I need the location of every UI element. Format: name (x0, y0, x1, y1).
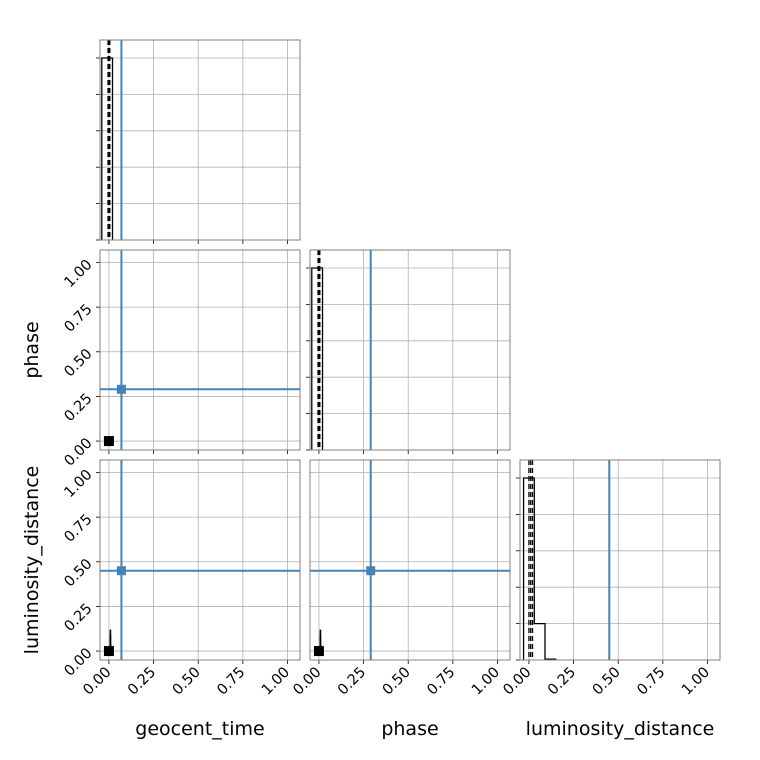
y-axis-label-luminosity_distance: luminosity_distance (21, 466, 43, 655)
y-tick-label: 0.75 (62, 301, 96, 335)
x-tick-label: 0.50 (590, 664, 624, 698)
sample-density-marker (103, 436, 114, 447)
panel-frame (99, 39, 301, 241)
panel-luminosity_distance-vs-phase: 0.00 0.25 0.50 0.75 1.00 (290, 459, 511, 698)
x-tick-label: 0.25 (335, 664, 369, 698)
x-tick-label: 0.50 (170, 664, 204, 698)
panel-luminosity_distance-vs-geocent_time: 0.00 0.25 0.50 0.75 1.00 0.00 0.25 0.50 0.75 1.00 (62, 459, 301, 698)
x-tick-label: 0.75 (634, 664, 668, 698)
truth-marker (116, 566, 126, 576)
sample-density-marker (103, 646, 114, 657)
y-tick-label: 1.00 (62, 257, 96, 291)
y-tick-label: 0.50 (62, 346, 96, 380)
panel-luminosity_distance-vs-luminosity_distance: 0.00 0.25 0.50 0.75 1.00 (500, 459, 721, 698)
x-axis-label-geocent_time: geocent_time (135, 718, 264, 740)
x-tick-label: 0.00 (80, 664, 114, 698)
y-tick-label: 0.50 (62, 556, 96, 590)
x-tick-label: 0.25 (125, 664, 159, 698)
y-tick-label: 0.75 (62, 511, 96, 545)
panel-frame (309, 459, 511, 661)
x-tick-label: 0.25 (545, 664, 579, 698)
y-tick-label: 0.00 (62, 435, 96, 469)
histogram-luminosity_distance (522, 477, 557, 660)
x-tick-label: 0.00 (500, 664, 534, 698)
histogram-geocent_time (101, 57, 114, 240)
y-axis-label-phase: phase (21, 321, 43, 378)
panel-geocent_time-vs-geocent_time (96, 39, 301, 244)
x-axis-label-phase: phase (381, 718, 438, 740)
truth-marker (116, 384, 126, 394)
x-tick-label: 0.50 (380, 664, 414, 698)
panel-frame (519, 459, 721, 661)
y-tick-label: 0.25 (62, 601, 96, 635)
x-tick-label: 1.00 (259, 664, 293, 698)
panel-frame (99, 249, 301, 451)
panel-frame (309, 249, 511, 451)
panel-phase-vs-phase (306, 249, 511, 454)
histogram-phase (311, 267, 324, 450)
x-tick-label: 0.75 (424, 664, 458, 698)
x-axis-label-luminosity_distance: luminosity_distance (526, 718, 715, 740)
sample-density-marker (313, 646, 324, 657)
x-tick-label: 1.00 (679, 664, 713, 698)
y-tick-label: 1.00 (62, 467, 96, 501)
x-tick-label: 1.00 (469, 664, 503, 698)
y-tick-label: 0.00 (62, 645, 96, 679)
truth-marker (366, 566, 376, 576)
panel-frame (99, 459, 301, 661)
y-tick-label: 0.25 (62, 391, 96, 425)
x-tick-label: 0.75 (214, 664, 248, 698)
x-tick-label: 0.00 (290, 664, 324, 698)
panel-phase-vs-geocent_time: 0.00 0.25 0.50 0.75 1.00 (62, 249, 301, 470)
